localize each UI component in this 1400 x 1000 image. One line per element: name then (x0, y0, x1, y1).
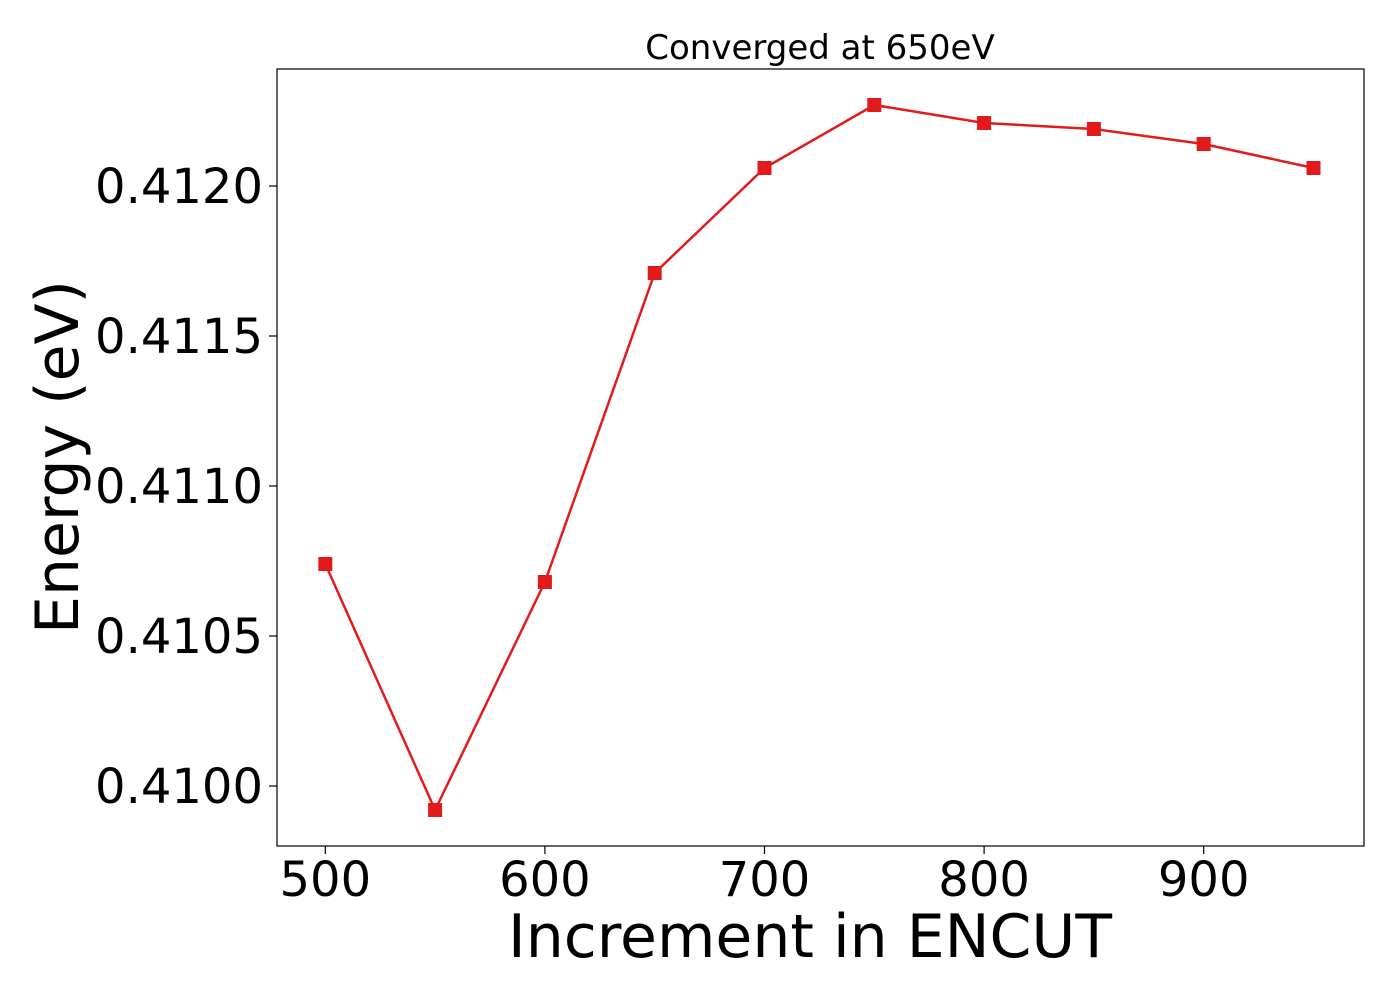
x-tick-label: 500 (279, 852, 371, 908)
axes: 500 600 700 800 900 0.4100 0.4105 0.4110 0.4115 0… (95, 68, 1365, 908)
data-point (537, 575, 552, 589)
y-tick-label: 0.4120 (95, 159, 263, 215)
series-line (324, 103, 1314, 812)
x-tick-label: 800 (938, 852, 1030, 908)
y-tick-label: 0.4100 (95, 759, 263, 815)
plot-area (318, 98, 1321, 817)
x-tick-label: 600 (499, 852, 591, 908)
data-point (757, 161, 772, 175)
y-tick-label: 0.4105 (95, 609, 263, 665)
data-point (1086, 122, 1101, 136)
data-point (867, 98, 882, 112)
x-tick-label: 900 (1158, 852, 1250, 908)
y-tick-label: 0.4115 (95, 309, 263, 365)
data-point (318, 557, 333, 571)
data-point (1306, 161, 1321, 175)
data-point (428, 803, 443, 817)
data-point (977, 116, 992, 130)
y-axis-title: Energy (eV) (23, 280, 93, 634)
x-tick-label: 700 (719, 852, 811, 908)
data-point (647, 266, 662, 280)
chart-title: Converged at 650eV (645, 28, 994, 68)
plot-frame (276, 68, 1365, 847)
x-axis-title: Increment in ENCUT (508, 902, 1112, 972)
data-point (1196, 137, 1211, 151)
y-tick-label: 0.4110 (95, 459, 263, 515)
